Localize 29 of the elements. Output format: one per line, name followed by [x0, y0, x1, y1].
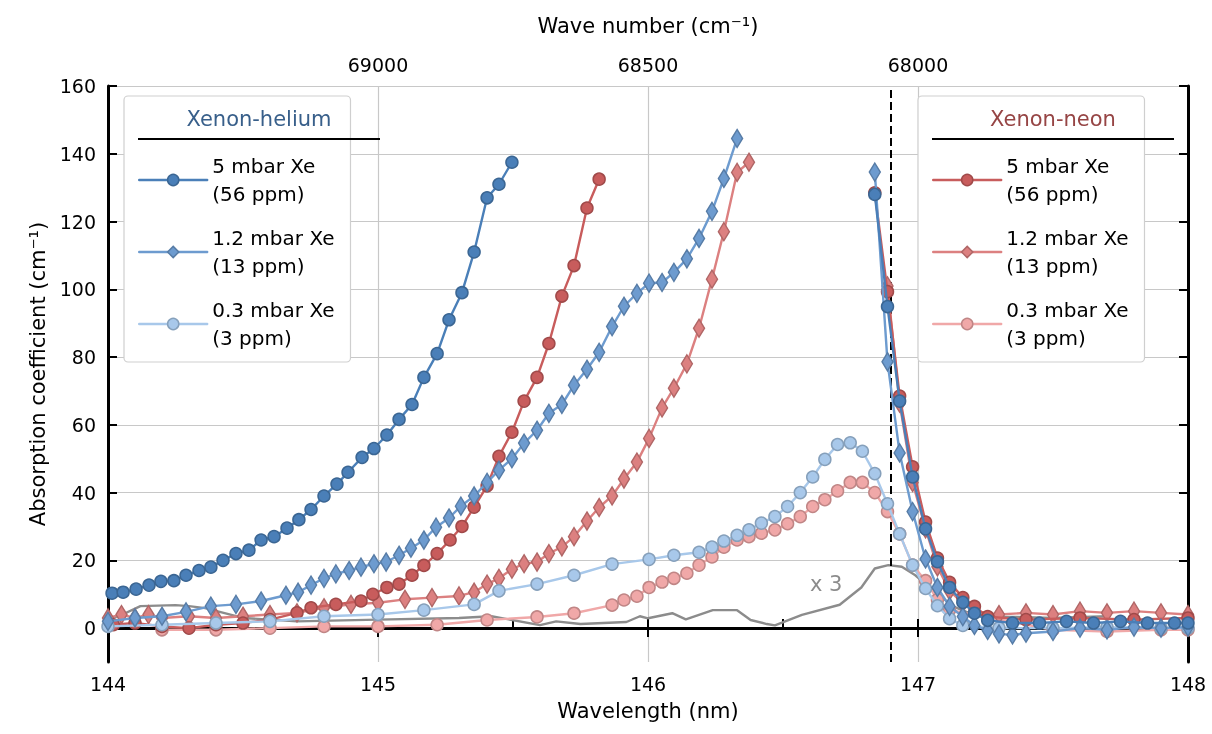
x2-tick-label: 68000: [887, 53, 949, 76]
y-tick-label: 20: [71, 549, 96, 572]
annotation: Xenon-helium: [185, 106, 333, 132]
legend-label: 1.2 mbar Xe (13 ppm): [212, 226, 335, 278]
annotation: Xenon-neon: [989, 106, 1117, 132]
x-tick-label: 146: [629, 672, 667, 695]
y-tick-label: 0: [83, 617, 96, 640]
x-tick-label: 148: [1169, 672, 1207, 695]
y-tick-label: 140: [59, 142, 96, 165]
legend-label: 0.3 mbar Xe (3 ppm): [212, 298, 335, 350]
y-tick-label: 100: [59, 278, 96, 301]
legend-label: 5 mbar Xe (56 ppm): [1006, 154, 1110, 206]
legend-label: 0.3 mbar Xe (3 ppm): [1006, 298, 1129, 350]
y-tick-label: 80: [71, 346, 96, 369]
y-tick-label: 160: [59, 75, 96, 97]
legend-label: 1.2 mbar Xe (13 ppm): [1006, 226, 1129, 278]
y-tick-label: 40: [71, 481, 96, 504]
x-axis-title: Wavelength (nm): [557, 698, 739, 723]
x-tick-label: 147: [899, 672, 937, 695]
annotation: x 3: [810, 572, 843, 596]
y-tick-label: 60: [71, 413, 96, 436]
x2-tick-label: 68500: [617, 53, 679, 76]
x2-tick-label: 69000: [347, 53, 409, 76]
x-tick-label: 144: [89, 672, 127, 695]
y-axis-title: Absorption coefficient (cm⁻¹): [26, 221, 51, 527]
x2-axis-title: Wave number (cm⁻¹): [537, 13, 759, 38]
x-tick-label: 145: [359, 672, 397, 695]
legend-label: 5 mbar Xe (56 ppm): [212, 154, 316, 206]
y-tick-label: 120: [59, 210, 96, 233]
